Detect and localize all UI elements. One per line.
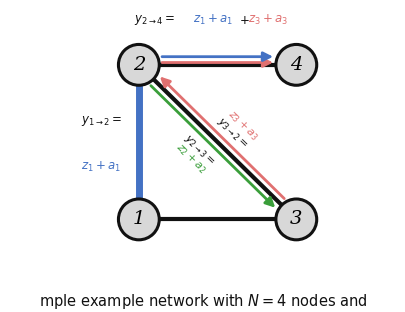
Text: mple example network with $N = 4$ nodes and: mple example network with $N = 4$ nodes … xyxy=(38,292,367,311)
Circle shape xyxy=(118,44,159,85)
Text: 2: 2 xyxy=(132,56,145,74)
Text: $z_2 + a_2$: $z_2 + a_2$ xyxy=(173,141,208,177)
Text: 1: 1 xyxy=(132,210,145,228)
Text: $z_3 + a_3$: $z_3 + a_3$ xyxy=(224,107,260,143)
Text: $y_{2\rightarrow 4} = $: $y_{2\rightarrow 4} = $ xyxy=(134,13,175,27)
Circle shape xyxy=(275,44,316,85)
Text: $y_{3\rightarrow 2} = $: $y_{3\rightarrow 2} = $ xyxy=(213,116,249,152)
Text: $+$: $+$ xyxy=(238,14,249,27)
Circle shape xyxy=(118,199,159,240)
Text: $y_{1\rightarrow 2} =$: $y_{1\rightarrow 2} =$ xyxy=(80,114,122,128)
Text: $z_1 + a_1$: $z_1 + a_1$ xyxy=(80,160,120,174)
Circle shape xyxy=(275,199,316,240)
Text: 4: 4 xyxy=(290,56,302,74)
Text: 3: 3 xyxy=(290,210,302,228)
Text: $z_3 + a_3$: $z_3 + a_3$ xyxy=(247,13,288,27)
Text: $z_1 + a_1$: $z_1 + a_1$ xyxy=(192,13,232,27)
Text: $y_{2\rightarrow 3} = $: $y_{2\rightarrow 3} = $ xyxy=(181,133,217,168)
